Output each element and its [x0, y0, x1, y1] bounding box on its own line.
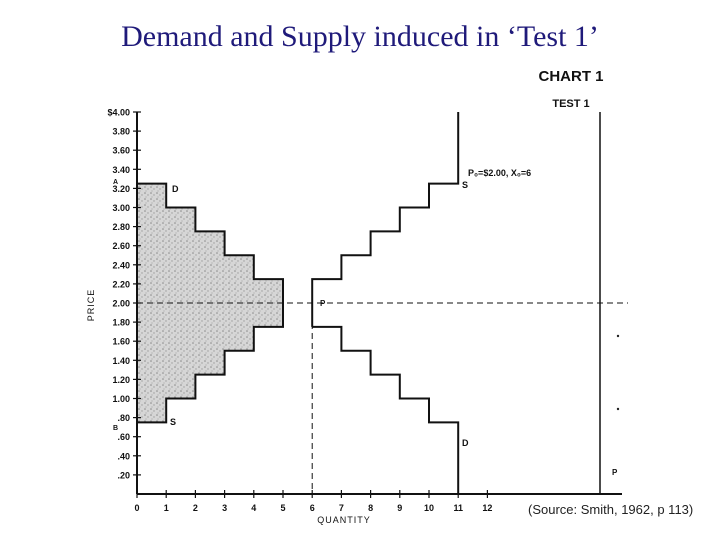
curve-label-s: S — [462, 180, 468, 190]
y-tick-label: 2.60 — [112, 241, 130, 251]
x-tick-label: 8 — [368, 503, 373, 513]
x-tick-label: 3 — [222, 503, 227, 513]
y-tick-label: 3.20 — [112, 184, 130, 194]
axis-marker-b: B — [113, 425, 118, 432]
y-tick-label: 1.20 — [112, 375, 130, 385]
equilibrium-annotation: P₀=$2.00, X₀=6 — [468, 168, 531, 178]
y-tick-label: 3.80 — [112, 127, 130, 137]
y-tick-label: $4.00 — [107, 108, 130, 118]
x-tick-label: 2 — [193, 503, 198, 513]
chart-subheader: TEST 1 — [552, 98, 589, 110]
x-tick-label: 5 — [280, 503, 285, 513]
source-note: (Source: Smith, 1962, p 113) — [528, 502, 694, 517]
axis-marker-a: A — [113, 179, 118, 186]
y-tick-label: 1.40 — [112, 356, 130, 366]
y-tick-label: 1.80 — [112, 318, 130, 328]
curve-label-s-bottom: S — [170, 417, 176, 427]
y-tick-label: .40 — [117, 451, 130, 461]
y-tick-label: .60 — [117, 432, 130, 442]
y-tick-label: 3.60 — [112, 146, 130, 156]
y-tick-label: 2.80 — [112, 222, 130, 232]
scan-mark — [616, 407, 620, 411]
y-tick-label: 2.40 — [112, 260, 130, 270]
y-tick-label: .20 — [117, 470, 130, 480]
equilibrium-p-label: P — [320, 299, 326, 308]
y-tick-label: 2.00 — [112, 299, 130, 309]
supply-step-curve — [311, 112, 460, 327]
x-tick-label: 11 — [453, 503, 463, 513]
lower-demand-step-curve — [312, 325, 460, 494]
y-tick-label: 2.20 — [112, 279, 130, 289]
right-margin-p: P — [612, 468, 618, 477]
curve-label-d-top: D — [172, 184, 179, 194]
y-axis-label: PRICE — [86, 289, 96, 322]
slide-title: Demand and Supply induced in ‘Test 1’ — [121, 20, 599, 53]
curve-label-d: D — [462, 438, 469, 448]
scan-mark — [616, 334, 620, 338]
y-tick-label: 1.00 — [112, 394, 130, 404]
x-tick-label: 12 — [482, 503, 492, 513]
x-tick-label: 4 — [251, 503, 256, 513]
x-tick-label: 6 — [310, 503, 315, 513]
x-tick-label: 0 — [134, 503, 139, 513]
chart-header: CHART 1 — [538, 68, 603, 85]
y-tick-label: .80 — [117, 413, 130, 423]
demand-step-curve — [137, 182, 284, 424]
x-tick-label: 10 — [424, 503, 434, 513]
y-tick-label: 3.00 — [112, 203, 130, 213]
x-tick-label: 7 — [339, 503, 344, 513]
x-axis-label: QUANTITY — [317, 515, 371, 525]
y-tick-label: 3.40 — [112, 165, 130, 175]
x-tick-label: 9 — [397, 503, 402, 513]
x-tick-label: 1 — [164, 503, 169, 513]
y-tick-label: 1.60 — [112, 337, 130, 347]
